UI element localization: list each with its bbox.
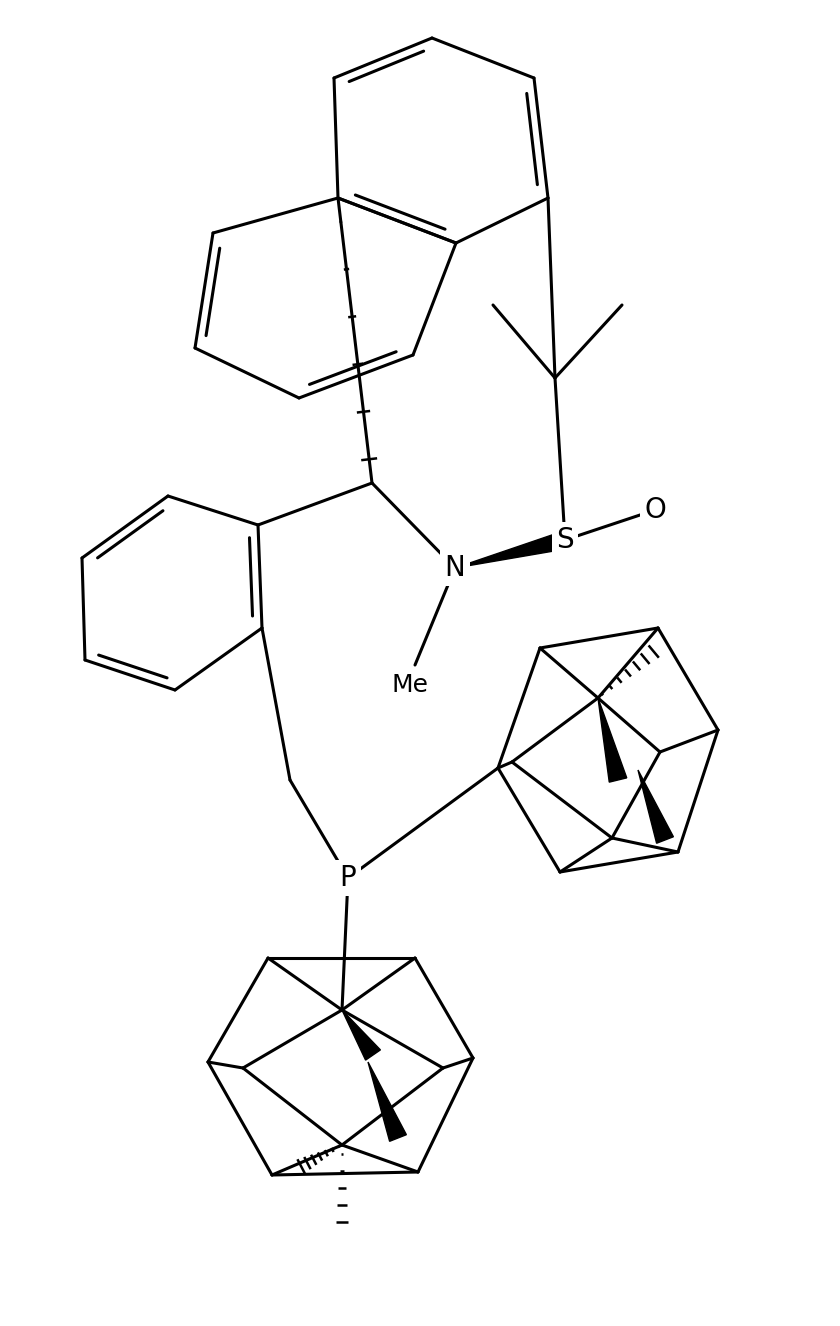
Text: N: N [444, 554, 465, 582]
Polygon shape [598, 697, 627, 782]
Text: O: O [644, 496, 666, 524]
Polygon shape [368, 1062, 407, 1142]
Text: S: S [556, 526, 574, 554]
Text: Me: Me [391, 674, 428, 697]
Polygon shape [638, 770, 674, 843]
Text: P: P [339, 865, 356, 892]
Polygon shape [342, 1010, 381, 1059]
Polygon shape [455, 532, 567, 568]
